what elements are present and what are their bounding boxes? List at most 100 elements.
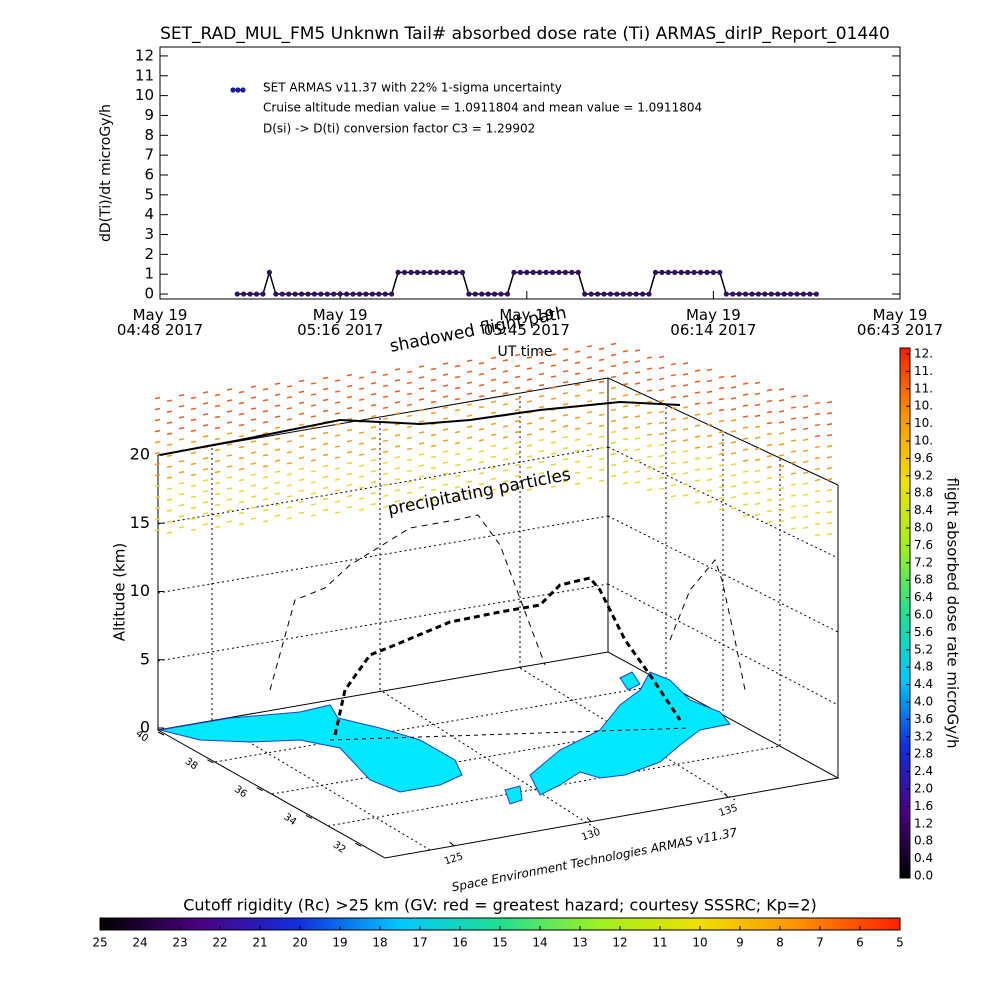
data-point: [344, 291, 350, 297]
data-point: [472, 291, 478, 297]
lat-tick: [157, 731, 165, 736]
data-point: [479, 291, 485, 297]
data-point: [511, 269, 517, 276]
colorbar-tick-label: 1.2: [914, 816, 933, 830]
legend-marker: [230, 87, 236, 93]
data-point: [775, 291, 781, 297]
y-tick-label: 7: [144, 146, 154, 164]
landmass: [159, 671, 731, 805]
data-point: [331, 291, 337, 297]
colorbar-tick-label: 6.0: [914, 608, 933, 622]
data-point: [376, 291, 382, 297]
y-tick-label: 10: [135, 86, 154, 104]
data-point: [369, 291, 375, 297]
lat-tick-label: 34: [281, 812, 298, 828]
colorbar-tick-label: 5: [896, 936, 904, 950]
colorbar-tick-label: 2.4: [914, 764, 933, 778]
data-point: [498, 291, 504, 297]
colorbar-tick-label: 3.6: [914, 712, 933, 726]
y-tick-label: 11: [135, 66, 154, 84]
series-line: [237, 269, 817, 295]
data-point: [537, 269, 543, 276]
data-point: [697, 269, 704, 276]
colorbar-tick-label: 2.0: [914, 782, 933, 796]
data-point: [324, 291, 330, 297]
colorbar-tick-label: 7.6: [914, 538, 933, 552]
lat-tick: [355, 842, 362, 847]
data-point: [524, 269, 530, 276]
data-point: [286, 291, 292, 297]
colorbar-tick-label: 6.8: [914, 573, 933, 587]
data-point: [337, 291, 343, 297]
data-point: [762, 291, 768, 297]
data-point: [273, 291, 279, 297]
legend-text: SET ARMAS v11.37 with 22% 1-sigma uncert…: [263, 81, 562, 95]
colorbar: [899, 347, 911, 879]
data-point: [794, 291, 800, 297]
y-tick-label: 6: [144, 165, 154, 183]
z-tick-label: 15: [130, 513, 150, 532]
colorbar-tick-label: 5.2: [914, 642, 933, 656]
colorbar-tick-label: 9.6: [914, 451, 933, 465]
colorbar-tick-label: 4.4: [914, 677, 933, 691]
colorbar-tick-label: 11.: [914, 381, 933, 395]
colorbar-tick-label: 7.2: [914, 555, 933, 569]
data-point: [717, 269, 723, 276]
data-point: [395, 269, 401, 276]
data-point: [640, 291, 646, 297]
colorbar-tick-label: 23: [172, 936, 187, 950]
scene-3d: shadowed flight path precipitating parti…: [111, 303, 840, 894]
colorbar-tick-label: 6: [856, 936, 864, 950]
data-point: [459, 269, 466, 276]
data-point: [646, 291, 652, 297]
colorbar-tick-label: 4.8: [914, 660, 933, 674]
colorbar-tick-label: 13: [572, 936, 587, 950]
lat-tick: [305, 815, 313, 819]
data-point: [247, 291, 253, 297]
data-point: [800, 291, 807, 297]
data-point: [607, 291, 614, 297]
colorbar-tick-label: 6.4: [914, 590, 933, 604]
title: SET_RAD_MUL_FM5 Unknwn Tail# absorbed do…: [160, 24, 890, 44]
lat-tick-label: 38: [183, 756, 200, 772]
data-point: [601, 291, 607, 297]
colorbar-tick-label: 9.2: [914, 468, 933, 482]
colorbar-tick-label: 7: [816, 936, 824, 950]
data-point: [788, 291, 794, 297]
lon-tick-label: 135: [718, 803, 740, 819]
wall-grid: [157, 393, 839, 746]
colorbar-tick-label: 16: [452, 936, 467, 950]
data-point: [614, 291, 620, 297]
z-axis-label: Altitude (km): [111, 543, 129, 641]
colorbar-tick-label: 24: [132, 936, 147, 950]
data-point: [453, 269, 459, 276]
data-point: [241, 291, 247, 297]
data-point: [562, 269, 568, 276]
data-point: [543, 269, 549, 276]
data-point: [260, 291, 266, 297]
colorbar-tick-label: 15: [492, 936, 507, 950]
data-point: [504, 291, 511, 297]
data-point: [279, 291, 285, 297]
legend-text: Cruise altitude median value = 1.0911804…: [263, 101, 702, 115]
data-point: [807, 291, 813, 297]
data-point: [749, 291, 755, 297]
data-point: [485, 291, 491, 297]
y-axis-label: dD(Ti)/dt microGy/h: [98, 104, 114, 242]
data-point: [311, 291, 318, 297]
colorbar-tick-label: 0.4: [914, 851, 933, 865]
y-tick-label: 1: [144, 265, 154, 283]
lat-tick: [256, 787, 263, 792]
colorbar-label: flight absorbed dose rate microGy/h: [944, 477, 962, 748]
data-point: [665, 269, 671, 276]
y-tick-label: 8: [144, 126, 154, 144]
colorbar-tick-label: 12.: [914, 347, 933, 361]
data-point: [305, 291, 311, 297]
colorbar-tick-label: 8.4: [914, 503, 933, 517]
x-tick-label: May 19 06:43 2017: [857, 306, 943, 339]
floor-grid: [211, 667, 781, 851]
data-point: [813, 291, 819, 297]
lat-tick-label: 36: [232, 784, 249, 800]
colorbar-tick-label: 0.8: [914, 834, 933, 848]
